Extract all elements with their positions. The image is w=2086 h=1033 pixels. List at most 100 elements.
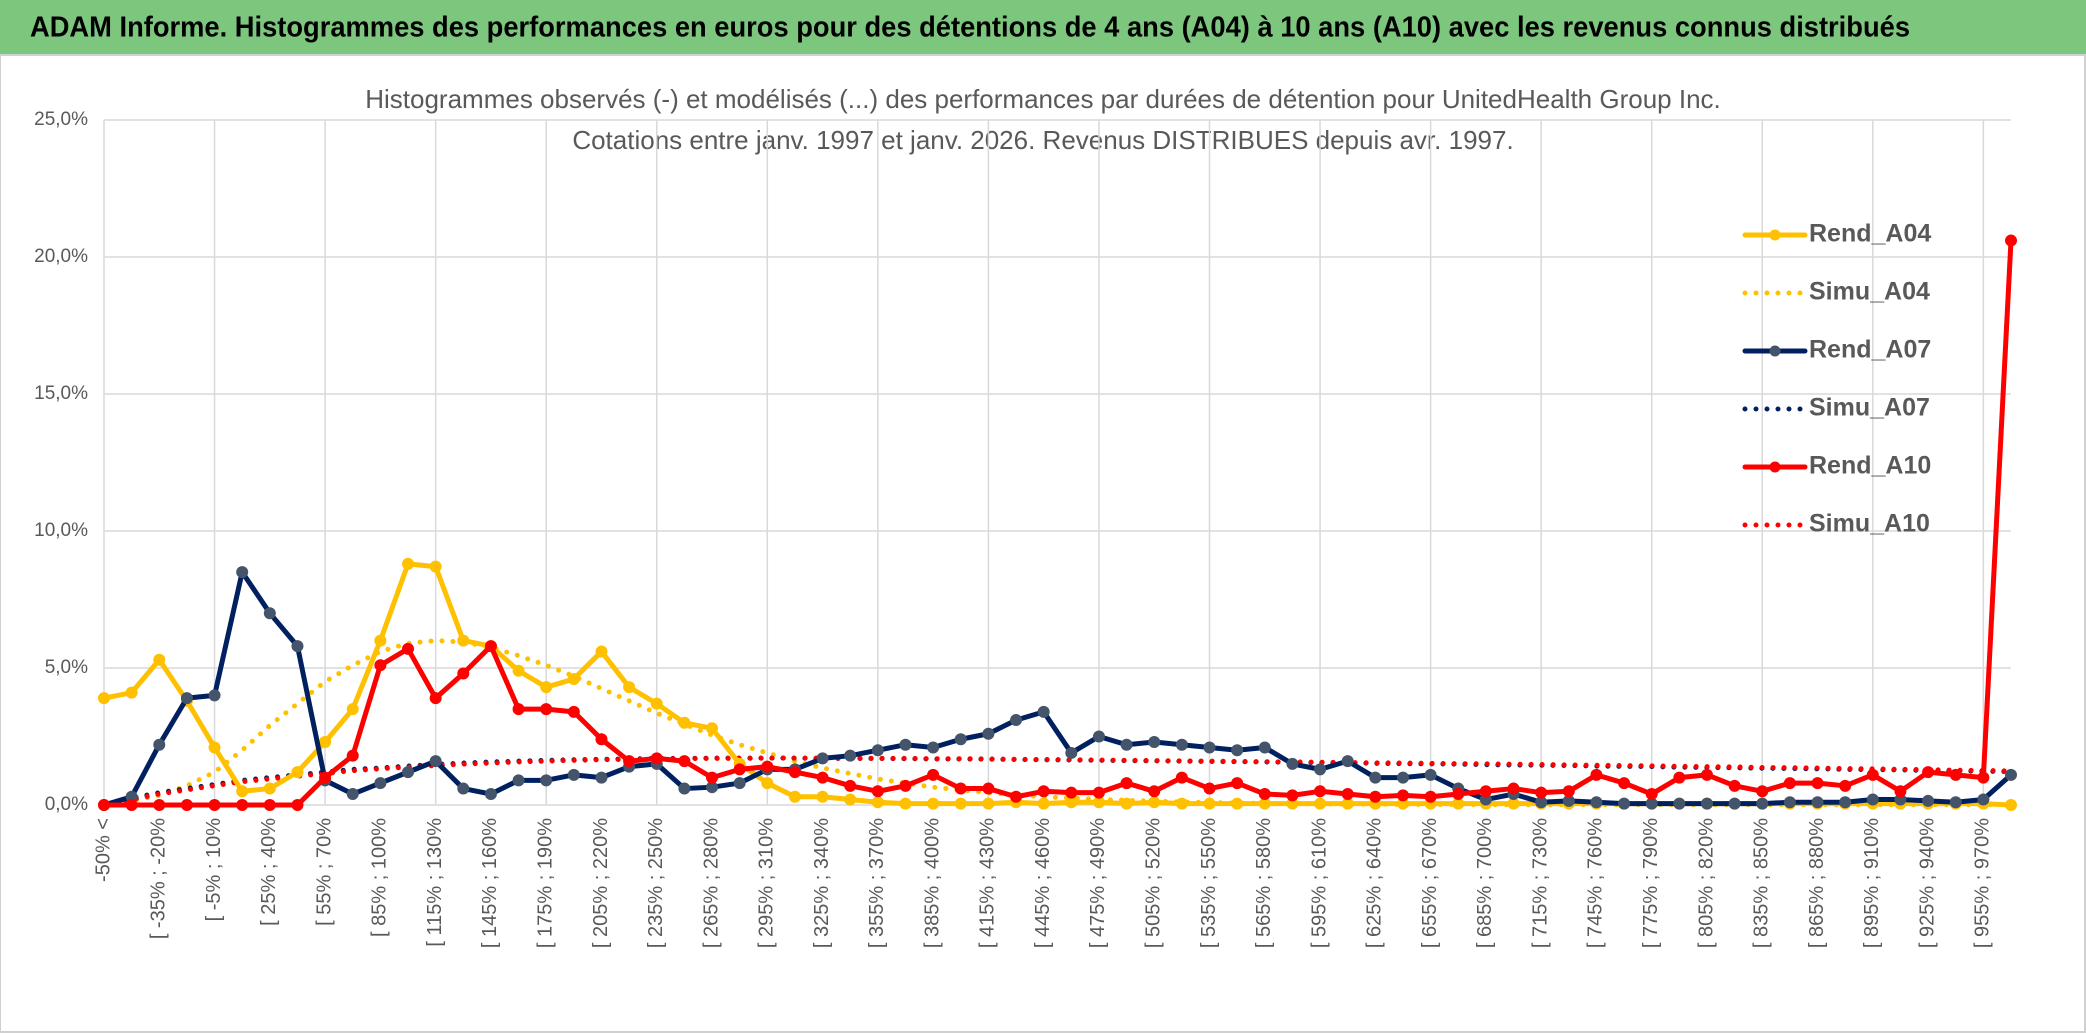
point <box>180 799 193 811</box>
point <box>98 692 110 705</box>
point <box>1811 796 1824 809</box>
point <box>512 774 525 787</box>
y-tick-label: 10,0% <box>34 520 88 541</box>
point <box>512 703 525 716</box>
legend-marker <box>1769 345 1781 357</box>
legend-label: Rend_A10 <box>1809 452 1931 480</box>
point <box>1258 788 1271 801</box>
point <box>153 738 166 751</box>
x-tick-label: [ 235% ; 250% <box>645 818 667 948</box>
data-line <box>101 569 2014 808</box>
point <box>1037 785 1050 798</box>
point <box>982 797 995 810</box>
y-tick-label: 15,0% <box>34 383 88 404</box>
point <box>319 735 332 748</box>
point <box>1175 797 1188 810</box>
point <box>982 782 995 795</box>
x-tick-label: [ 145% ; 160% <box>479 818 501 948</box>
x-tick-label: [ 535% ; 550% <box>1198 818 1220 948</box>
x-tick-label: [ 475% ; 490% <box>1087 818 1109 948</box>
point <box>1037 705 1050 718</box>
point <box>982 727 995 740</box>
point <box>871 744 884 757</box>
point <box>816 752 829 765</box>
point <box>1424 790 1437 803</box>
point <box>1010 714 1023 727</box>
point <box>761 777 774 790</box>
point <box>1314 785 1327 798</box>
y-tick-label: 5,0% <box>45 657 88 678</box>
point <box>1783 777 1796 790</box>
point <box>899 797 912 810</box>
x-tick-label: [ 655% ; 670% <box>1419 818 1441 948</box>
point <box>153 653 166 666</box>
point <box>291 640 304 653</box>
data-line <box>101 238 2014 808</box>
point <box>1756 797 1769 810</box>
point <box>1590 796 1603 809</box>
legend-marker <box>1769 461 1781 473</box>
x-tick-label: [ 325% ; 340% <box>811 818 833 948</box>
point <box>429 692 442 705</box>
point <box>1231 797 1244 810</box>
point <box>678 755 691 768</box>
point <box>457 782 470 795</box>
x-tick-label: [ 85% ; 100% <box>369 818 391 937</box>
point <box>623 681 636 694</box>
point <box>1065 786 1078 799</box>
point <box>374 777 387 790</box>
point <box>1175 738 1188 751</box>
point <box>1922 766 1935 779</box>
point <box>816 790 829 803</box>
point <box>1783 796 1796 809</box>
x-tick-label: [ 25% ; 40% <box>258 818 280 926</box>
point <box>180 692 193 705</box>
point <box>484 640 497 653</box>
x-tick-label: [ 685% ; 700% <box>1474 818 1496 948</box>
header-title: ADAM Informe. Histogrammes des performan… <box>30 12 1910 44</box>
point <box>1977 771 1990 784</box>
point <box>1922 794 1935 807</box>
point <box>1618 777 1631 790</box>
point <box>1507 782 1520 795</box>
point <box>1866 793 1879 806</box>
y-tick-label: 20,0% <box>34 246 88 267</box>
x-tick-label: [ 265% ; 280% <box>700 818 722 948</box>
point <box>1424 768 1437 781</box>
point <box>1535 786 1548 799</box>
x-tick-label: [ 295% ; 310% <box>756 818 778 948</box>
point <box>706 722 719 735</box>
point <box>1396 771 1409 784</box>
point <box>540 774 553 787</box>
legend-label: Simu_A07 <box>1809 394 1930 422</box>
point <box>954 733 967 746</box>
point <box>1203 741 1216 754</box>
point <box>1673 771 1686 784</box>
point <box>1728 779 1741 792</box>
point <box>1286 789 1299 802</box>
point <box>1590 768 1603 781</box>
point <box>954 797 967 810</box>
point <box>1120 777 1133 790</box>
point <box>1618 797 1631 810</box>
point <box>788 790 801 803</box>
point <box>125 686 138 699</box>
point <box>236 799 249 811</box>
point <box>899 779 912 792</box>
header-bar <box>0 0 2086 55</box>
point <box>844 749 857 762</box>
point <box>1949 768 1962 781</box>
point <box>1396 789 1409 802</box>
point <box>733 777 746 790</box>
point <box>484 788 497 801</box>
point <box>1949 796 1962 809</box>
legend-label: Rend_A07 <box>1809 336 1931 364</box>
point <box>429 755 442 768</box>
point <box>1728 797 1741 810</box>
x-tick-label: [ 445% ; 460% <box>1032 818 1054 948</box>
point <box>153 799 166 811</box>
point <box>1037 797 1050 810</box>
point <box>346 703 359 716</box>
x-tick-label: [ 925% ; 940% <box>1916 818 1938 948</box>
point <box>236 566 249 579</box>
